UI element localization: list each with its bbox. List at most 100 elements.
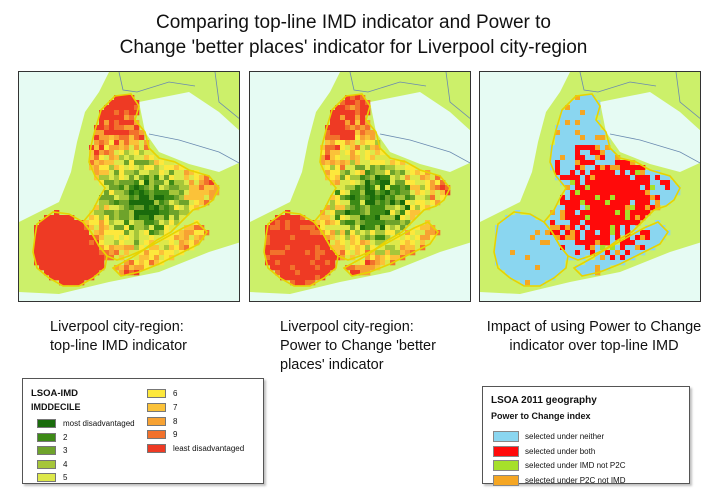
- map-p2c[interactable]: [249, 71, 471, 302]
- lsoa-cell: [560, 225, 566, 231]
- lsoa-cell: [310, 270, 316, 276]
- lsoa-cell: [134, 220, 140, 226]
- lsoa-cell: [375, 195, 381, 201]
- lsoa-cell: [134, 155, 140, 161]
- lsoa-cell: [345, 255, 351, 261]
- lsoa-cell: [39, 255, 45, 261]
- lsoa-cell: [365, 225, 371, 231]
- lsoa-cell: [49, 250, 55, 256]
- lsoa-cell: [530, 215, 536, 221]
- lsoa-cell: [505, 270, 511, 276]
- lsoa-cell: [119, 110, 125, 116]
- lsoa-cell: [560, 120, 566, 126]
- lsoa-cell: [350, 205, 356, 211]
- lsoa-cell: [545, 240, 551, 246]
- lsoa-cell: [184, 240, 190, 246]
- lsoa-cell: [189, 190, 195, 196]
- lsoa-cell: [395, 215, 401, 221]
- lsoa-cell: [385, 235, 391, 241]
- lsoa-cell: [355, 210, 361, 216]
- lsoa-cell: [154, 200, 160, 206]
- lsoa-cell: [99, 235, 105, 241]
- lsoa-cell: [600, 160, 606, 166]
- lsoa-cell: [500, 260, 506, 266]
- lsoa-cell: [330, 220, 336, 226]
- lsoa-cell: [500, 240, 506, 246]
- lsoa-cell: [320, 255, 326, 261]
- lsoa-cell: [330, 250, 336, 256]
- lsoa-cell: [114, 120, 120, 126]
- lsoa-cell: [335, 155, 341, 161]
- lsoa-cell: [405, 185, 411, 191]
- lsoa-cell: [630, 165, 636, 171]
- lsoa-cell: [144, 240, 150, 246]
- lsoa-cell: [500, 220, 506, 226]
- lsoa-cell: [129, 180, 135, 186]
- map-imd[interactable]: [18, 71, 240, 302]
- lsoa-cell: [164, 170, 170, 176]
- lsoa-cell: [109, 120, 115, 126]
- lsoa-cell: [445, 185, 451, 191]
- lsoa-cell: [425, 240, 431, 246]
- lsoa-cell: [144, 200, 150, 206]
- lsoa-cell: [129, 250, 135, 256]
- lsoa-cell: [340, 225, 346, 231]
- lsoa-cell: [650, 225, 656, 231]
- lsoa-cell: [129, 195, 135, 201]
- lsoa-cell: [595, 170, 601, 176]
- lsoa-cell: [335, 120, 341, 126]
- lsoa-cell: [370, 250, 376, 256]
- lsoa-cell: [380, 240, 386, 246]
- lsoa-cell: [330, 265, 336, 271]
- lsoa-cell: [610, 260, 616, 266]
- lsoa-cell: [94, 230, 100, 236]
- lsoa-cell: [49, 270, 55, 276]
- lsoa-cell: [645, 170, 651, 176]
- lsoa-cell: [79, 250, 85, 256]
- lsoa-cell: [530, 245, 536, 251]
- lsoa-cell: [590, 110, 596, 116]
- lsoa-cell: [99, 250, 105, 256]
- lsoa-cell: [84, 275, 90, 281]
- lsoa-cell: [109, 215, 115, 221]
- lsoa-cell: [340, 195, 346, 201]
- lsoa-cell: [550, 275, 556, 281]
- lsoa-cell: [620, 165, 626, 171]
- lsoa-cell: [345, 220, 351, 226]
- lsoa-cell: [345, 230, 351, 236]
- lsoa-cell: [535, 230, 541, 236]
- lsoa-cell: [365, 180, 371, 186]
- lsoa-cell: [655, 180, 661, 186]
- lsoa-cell: [330, 115, 336, 121]
- lsoa-cell: [580, 135, 586, 141]
- lsoa-cell: [350, 250, 356, 256]
- lsoa-cell: [159, 245, 165, 251]
- lsoa-cell: [280, 245, 286, 251]
- lsoa-cell: [425, 190, 431, 196]
- lsoa-cell: [380, 245, 386, 251]
- lsoa-cell: [360, 95, 366, 101]
- lsoa-cell: [154, 220, 160, 226]
- lsoa-cell: [169, 245, 175, 251]
- lsoa-cell: [365, 105, 371, 111]
- lsoa-cell: [505, 265, 511, 271]
- lsoa-cell: [600, 215, 606, 221]
- lsoa-cell: [99, 170, 105, 176]
- lsoa-cell: [104, 105, 110, 111]
- lsoa-cell: [560, 215, 566, 221]
- lsoa-cell: [290, 235, 296, 241]
- legend-subtitle: Power to Change index: [491, 411, 591, 421]
- lsoa-cell: [139, 135, 145, 141]
- lsoa-cell: [104, 220, 110, 226]
- lsoa-cell: [590, 135, 596, 141]
- lsoa-cell: [590, 155, 596, 161]
- lsoa-cell: [154, 160, 160, 166]
- lsoa-cell: [325, 130, 331, 136]
- lsoa-cell: [525, 265, 531, 271]
- lsoa-cell: [585, 195, 591, 201]
- lsoa-cell: [290, 270, 296, 276]
- lsoa-cell: [139, 245, 145, 251]
- lsoa-cell: [114, 210, 120, 216]
- map-impact[interactable]: [479, 71, 701, 302]
- lsoa-cell: [345, 190, 351, 196]
